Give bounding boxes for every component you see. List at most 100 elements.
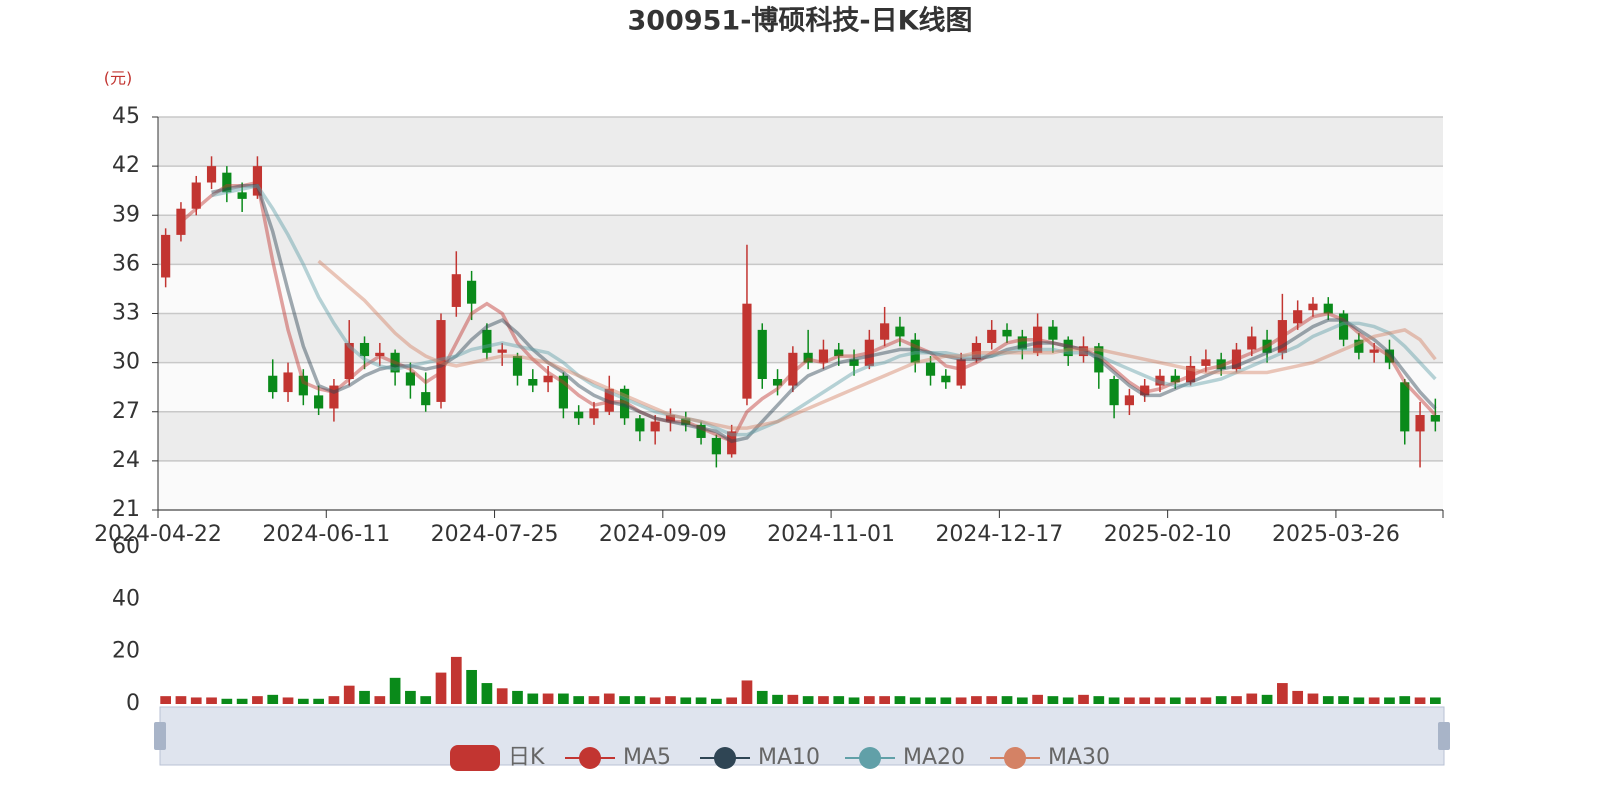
legend-label: MA10 bbox=[758, 745, 820, 770]
volume-bar bbox=[894, 696, 906, 704]
volume-bar bbox=[512, 690, 523, 704]
candle-body bbox=[803, 352, 813, 363]
candle-body bbox=[206, 166, 217, 183]
volume-bar bbox=[1154, 697, 1166, 704]
candle-body bbox=[467, 280, 477, 304]
candle-body bbox=[1033, 326, 1043, 353]
volume-bar bbox=[420, 696, 432, 704]
volume-bar bbox=[955, 697, 967, 704]
candle-body bbox=[1338, 313, 1349, 340]
candle-body bbox=[1186, 365, 1196, 383]
candle-body bbox=[635, 418, 645, 432]
candle-body bbox=[268, 375, 278, 393]
volume-bar bbox=[1108, 697, 1120, 704]
volume-bar bbox=[1139, 697, 1151, 704]
volume-bar bbox=[986, 696, 998, 704]
split-area bbox=[158, 215, 1443, 265]
candle-body bbox=[1262, 339, 1272, 353]
candle-body bbox=[589, 408, 599, 419]
volume-bar bbox=[297, 698, 309, 704]
volume-bar bbox=[466, 669, 477, 704]
candle-body bbox=[650, 421, 660, 432]
candle-body bbox=[543, 375, 553, 383]
candle-body bbox=[1002, 329, 1012, 337]
candle-body bbox=[1231, 349, 1242, 370]
volume-bar bbox=[267, 694, 279, 704]
candle-body bbox=[788, 352, 798, 386]
candle-body bbox=[1400, 382, 1410, 432]
candle-body bbox=[727, 431, 737, 455]
candle-body bbox=[1293, 310, 1303, 324]
split-area bbox=[158, 117, 1443, 167]
split-area bbox=[158, 460, 1443, 510]
volume-bar bbox=[359, 690, 370, 704]
candle-body bbox=[619, 388, 630, 419]
candle-body bbox=[1063, 339, 1073, 357]
volume-bar bbox=[252, 696, 263, 704]
volume-bar bbox=[619, 696, 630, 704]
volume-bar bbox=[1307, 693, 1319, 704]
volume-bar bbox=[711, 698, 722, 704]
candle-body bbox=[1078, 346, 1089, 357]
y-tick-label: 24 bbox=[112, 448, 140, 473]
candle-body bbox=[864, 339, 874, 366]
candle-body bbox=[818, 349, 829, 363]
y-tick-label: 30 bbox=[112, 350, 140, 375]
volume-bar bbox=[1414, 697, 1426, 704]
candle-body bbox=[834, 349, 844, 357]
candle-body bbox=[987, 329, 997, 343]
volume-bar bbox=[160, 696, 172, 704]
y-tick-label: 33 bbox=[112, 301, 140, 326]
candle-body bbox=[941, 375, 951, 383]
volume-bar bbox=[1062, 697, 1074, 704]
candle-body bbox=[421, 392, 431, 406]
split-area bbox=[158, 166, 1443, 216]
candle-body bbox=[314, 395, 324, 409]
y-tick-label: 27 bbox=[112, 399, 140, 424]
volume-bar bbox=[863, 696, 875, 704]
candle-body bbox=[1124, 395, 1134, 406]
volume-bar bbox=[665, 696, 676, 704]
volume-bar bbox=[971, 696, 982, 704]
volume-bar bbox=[1277, 683, 1288, 704]
candle-body bbox=[604, 388, 614, 412]
volume-bar bbox=[1292, 690, 1304, 704]
legend-label: MA20 bbox=[903, 745, 965, 770]
legend-icon bbox=[450, 745, 500, 771]
legend-label: 日K bbox=[508, 745, 545, 770]
x-tick-label: 2024-06-11 bbox=[262, 522, 390, 547]
volume-bar bbox=[1429, 697, 1441, 704]
candle-body bbox=[1415, 415, 1425, 432]
x-tick-label: 2024-11-01 bbox=[767, 522, 895, 547]
volume-bar bbox=[374, 696, 386, 704]
candle-body bbox=[176, 208, 186, 235]
volume-bar bbox=[1124, 697, 1135, 704]
candle-body bbox=[436, 320, 446, 402]
volume-bar bbox=[527, 693, 539, 704]
candle-body bbox=[558, 375, 568, 409]
volume-bar bbox=[1185, 697, 1196, 704]
candle-body bbox=[237, 192, 247, 199]
zoom-handle-left[interactable] bbox=[154, 722, 166, 750]
y-tick-label: 21 bbox=[112, 497, 140, 522]
volume-bar bbox=[1078, 694, 1089, 704]
candle-body bbox=[1155, 375, 1165, 386]
volume-bar bbox=[603, 693, 615, 704]
zoom-slider[interactable] bbox=[159, 706, 1445, 766]
candle-body bbox=[757, 329, 767, 379]
volume-bar bbox=[481, 683, 493, 704]
candle-body bbox=[283, 372, 293, 393]
zoom-handle-right[interactable] bbox=[1438, 722, 1450, 750]
candle-body bbox=[1109, 379, 1119, 406]
volume-bar bbox=[726, 697, 738, 704]
volume-bar bbox=[282, 697, 294, 704]
y-tick-label: 42 bbox=[112, 153, 140, 178]
split-area bbox=[158, 362, 1443, 412]
volume-bar bbox=[558, 693, 569, 704]
volume-bar bbox=[649, 697, 661, 704]
volume-bar bbox=[680, 697, 692, 704]
candle-body bbox=[1094, 346, 1104, 373]
candle-body bbox=[574, 411, 584, 419]
volume-bar bbox=[695, 697, 707, 704]
